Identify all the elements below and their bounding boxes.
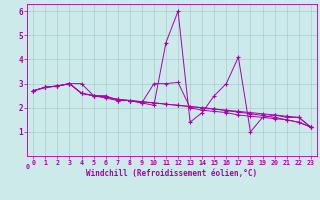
Text: 0: 0: [25, 164, 29, 170]
X-axis label: Windchill (Refroidissement éolien,°C): Windchill (Refroidissement éolien,°C): [86, 169, 258, 178]
